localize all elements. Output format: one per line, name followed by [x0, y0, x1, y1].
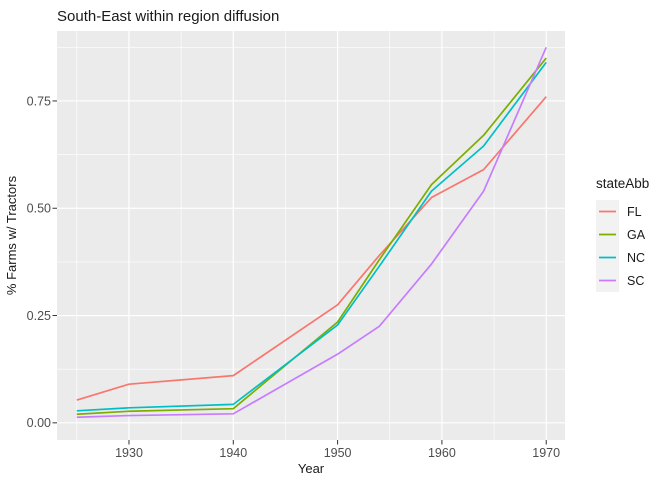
series-line-nc	[76, 61, 547, 412]
gridlines-major	[57, 31, 565, 440]
series-line-ga	[76, 57, 547, 416]
legend-label-nc: NC	[627, 251, 645, 265]
chart-title: South-East within region diffusion	[57, 8, 279, 25]
y-tick-label-1: 0.25	[27, 309, 51, 323]
legend-label-sc: SC	[627, 274, 644, 288]
axis-tick-marks	[52, 100, 547, 445]
x-tick-label-1: 1940	[219, 446, 247, 460]
x-axis-title: Year	[298, 461, 325, 476]
y-tick-label-2: 0.50	[27, 202, 51, 216]
legend-label-ga: GA	[627, 228, 646, 242]
plot-panel	[57, 31, 565, 440]
series-lines	[76, 46, 548, 419]
y-tick-label-0: 0.00	[27, 416, 51, 430]
x-tick-label-0: 1930	[115, 446, 143, 460]
series-line-sc	[76, 46, 548, 419]
x-tick-label-3: 1960	[428, 446, 456, 460]
x-tick-label-2: 1950	[324, 446, 352, 460]
legend-title: stateAbb	[596, 176, 649, 191]
series-line-fl	[76, 96, 547, 401]
y-axis-title: % Farms w/ Tractors	[4, 175, 19, 295]
x-tick-label-4: 1970	[532, 446, 560, 460]
legend-label-fl: FL	[627, 205, 642, 219]
y-tick-label-3: 0.75	[27, 95, 51, 109]
